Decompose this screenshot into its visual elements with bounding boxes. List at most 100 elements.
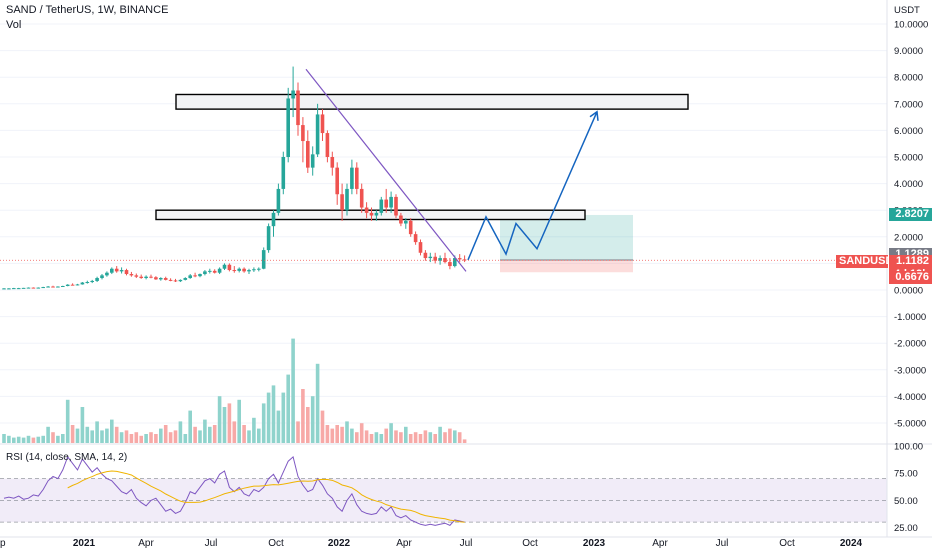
candle-body [418, 242, 423, 253]
price-tick-label: 4.0000 [894, 179, 923, 190]
rsi-ma-line [67, 470, 465, 523]
candle-body [389, 196, 393, 208]
volume-bar [178, 421, 183, 443]
volume-bar [266, 392, 271, 443]
candle-body [75, 284, 80, 286]
price-tick-label: 10.0000 [894, 20, 928, 31]
candle-body [139, 276, 143, 279]
symbol-legend[interactable]: SAND / TetherUS, 1W, BINANCE [6, 4, 169, 16]
candle-body [462, 259, 467, 261]
volume-bar [453, 430, 457, 443]
volume-bar [21, 437, 26, 443]
candle-body [408, 220, 413, 235]
volume-bar [261, 403, 266, 443]
volume-bar [448, 428, 452, 443]
volume-bar [271, 385, 276, 443]
candle-body [159, 278, 163, 280]
volume-bar [198, 430, 202, 443]
volume-bar [438, 426, 442, 443]
volume-bar [276, 410, 281, 443]
time-tick-label: Jul [716, 538, 729, 549]
grid [0, 23, 887, 424]
candle-body [129, 274, 134, 276]
candle-body [242, 268, 246, 272]
candle-body [404, 220, 408, 224]
volume-bar [423, 430, 428, 443]
volume-bar [330, 428, 335, 443]
volume-bar [306, 407, 310, 443]
volume-legend[interactable]: Vol [6, 19, 22, 31]
projected-path [467, 111, 598, 261]
projection-arrowhead [589, 110, 599, 121]
volume-bar [61, 434, 65, 443]
price-tick-label: -4.0000 [894, 392, 926, 403]
volume-bar [100, 430, 104, 443]
volume-bar [443, 432, 447, 443]
candle-body [438, 258, 442, 261]
rsi-tick-label: 50.00 [894, 496, 918, 507]
candle-body [335, 167, 339, 195]
candle-body [36, 287, 41, 289]
time-tick-label: Jul [460, 538, 473, 549]
volume-bar [408, 434, 413, 443]
rsi-tick-label: 100.00 [894, 442, 923, 453]
candle-body [80, 282, 85, 285]
time-tick-label: Oct [268, 538, 284, 549]
time-tick-label: 2024 [840, 538, 863, 549]
volume-bar [41, 435, 45, 443]
candle-body [222, 264, 227, 269]
candle-body [291, 90, 295, 99]
candle-body [198, 274, 202, 277]
volume-bar [114, 426, 119, 443]
candle-body [350, 167, 354, 189]
volume-bar [281, 392, 286, 443]
volume-bar [105, 428, 109, 443]
price-tick-label: -5.0000 [894, 419, 926, 430]
candle-body [306, 141, 310, 168]
candles[interactable] [2, 66, 467, 290]
rsi-legend-text: RSI (14, close, SMA, 14, 2) [6, 452, 128, 463]
volume-bar [208, 426, 212, 443]
candle-body [276, 188, 281, 213]
volume-bar [129, 434, 134, 443]
candle-body [443, 258, 447, 263]
time-tick-label: 2023 [583, 538, 606, 549]
rsi-legend[interactable]: RSI (14, close, SMA, 14, 2) [6, 452, 127, 463]
volume-bar [340, 426, 344, 443]
time-tick-label: p [0, 538, 6, 549]
volume-bar [457, 432, 462, 443]
volume-bar [399, 432, 403, 443]
volume-bar [124, 430, 129, 443]
candle-body [266, 226, 271, 251]
time-tick-label: Apr [652, 538, 668, 549]
volume-bar [119, 432, 124, 443]
candle-body [423, 252, 428, 259]
candle-body [310, 154, 315, 168]
candle-body [124, 270, 129, 275]
volume-bar [257, 428, 261, 443]
price-tick-label: 6.0000 [894, 126, 923, 137]
volume-bar [7, 435, 11, 443]
volume-bar [232, 421, 237, 443]
volume-bar [144, 434, 148, 443]
volume-bar [355, 432, 359, 443]
volume-bar [418, 434, 423, 443]
long-position-profit-zone [500, 214, 633, 260]
price-tick-label: 9.0000 [894, 46, 923, 57]
candle-body [90, 280, 94, 283]
candle-body [457, 258, 462, 260]
volume-bar [95, 421, 99, 443]
candle-body [345, 188, 349, 211]
candle-body [320, 114, 325, 134]
volume-bar [51, 432, 55, 443]
candle-body [7, 288, 11, 290]
candle-body [453, 258, 457, 267]
candle-body [330, 157, 335, 168]
drawings[interactable] [0, 68, 887, 272]
volume-bar [291, 338, 295, 443]
volume-bar [203, 419, 207, 443]
candle-body [21, 287, 26, 289]
rsi-pane[interactable] [0, 443, 932, 526]
candle-body [46, 286, 50, 288]
